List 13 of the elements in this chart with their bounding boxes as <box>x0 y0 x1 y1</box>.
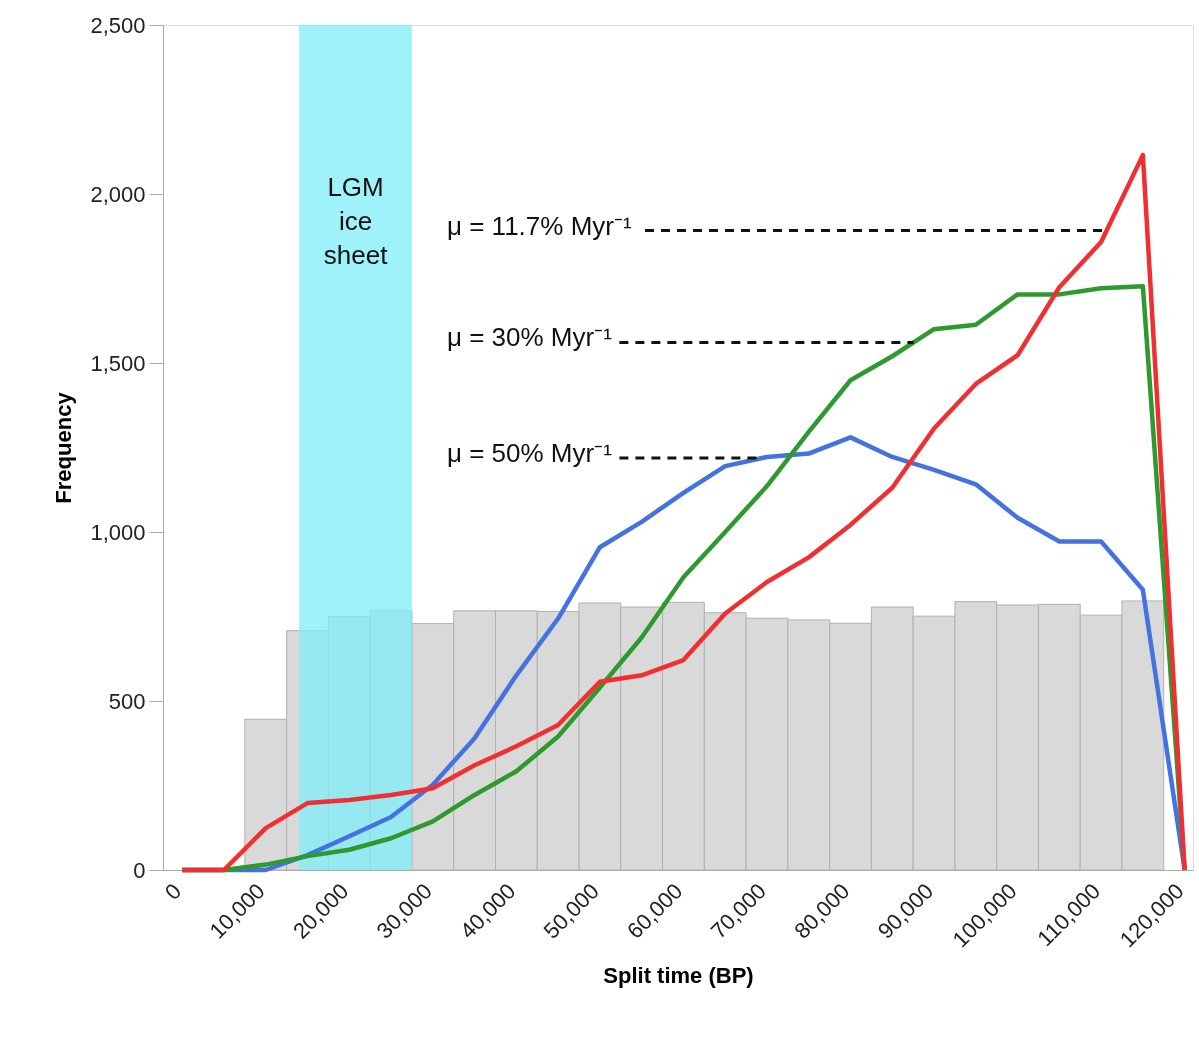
x-tick-label: 0 <box>159 878 187 905</box>
band-label: LGM ice sheet <box>323 172 389 270</box>
y-tick-label: 0 <box>133 857 146 883</box>
y-tick-label: 500 <box>108 688 146 714</box>
x-axis-title: Split time (BP) <box>603 962 754 988</box>
y-tick-label: 2,000 <box>90 181 146 207</box>
y-tick-label: 2,500 <box>90 12 146 38</box>
y-tick-label: 1,500 <box>90 350 146 376</box>
y-tick-label: 1,000 <box>90 519 146 545</box>
annotation: μ = 11.7% Myr⁻¹ <box>447 210 632 241</box>
y-axis-title: Frequency <box>51 391 77 504</box>
annotation: μ = 50% Myr⁻¹ <box>447 437 613 468</box>
annotation: μ = 30% Myr⁻¹ <box>447 322 613 353</box>
